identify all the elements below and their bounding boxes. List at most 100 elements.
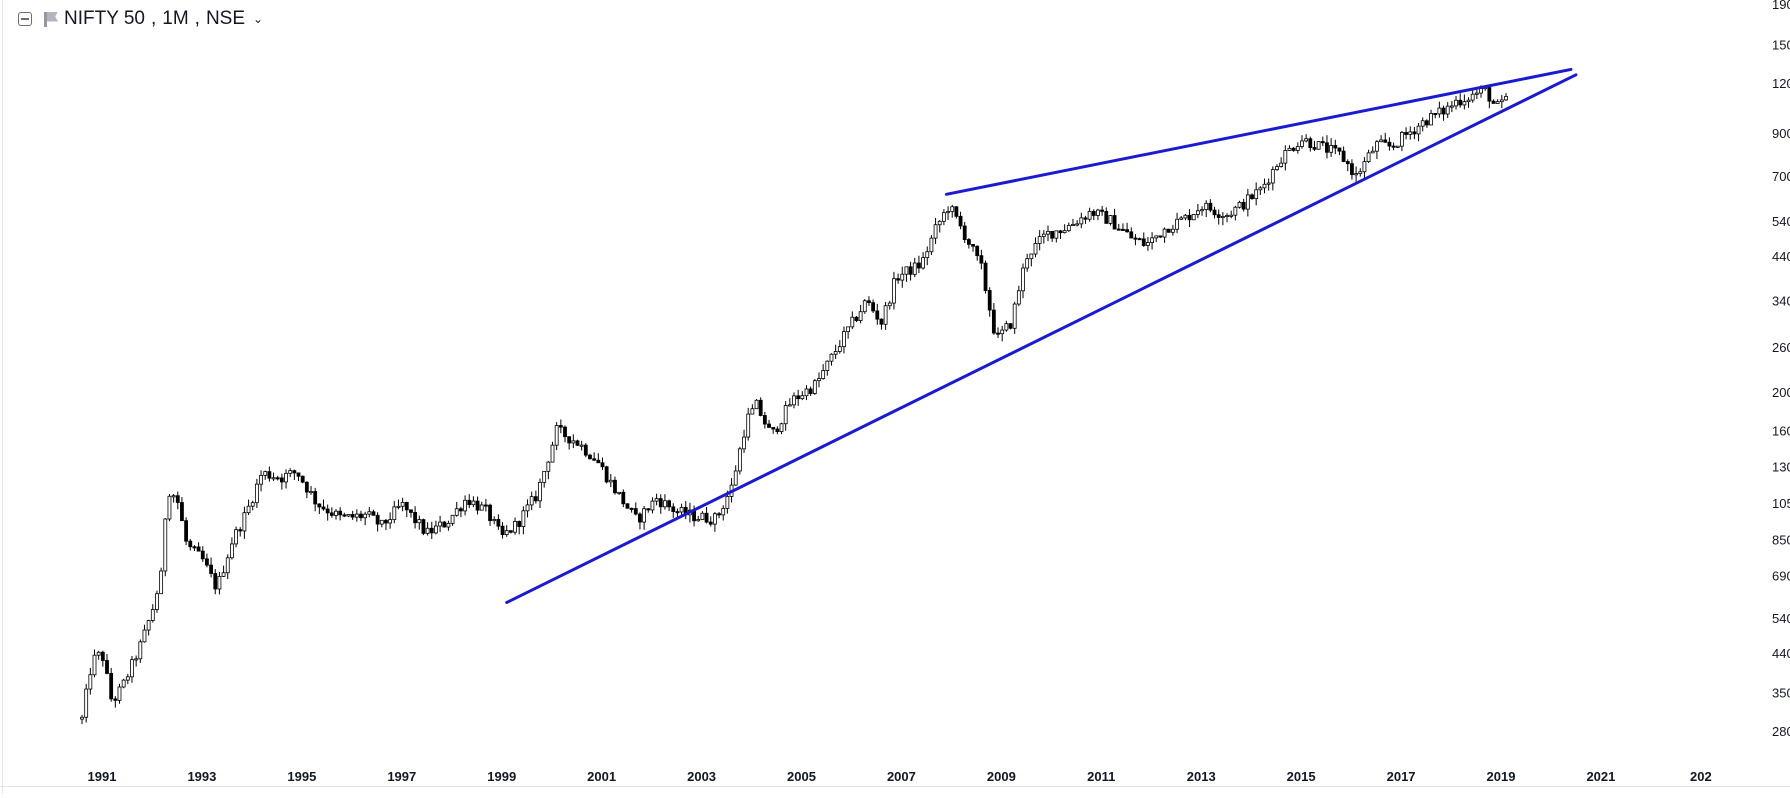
candle-body [329,512,334,516]
candle-body [775,428,780,433]
candle [721,505,726,521]
candle-body [342,514,347,517]
exchange-label[interactable]: NSE [205,8,246,29]
candle-body [1004,323,1009,331]
trendline-lower[interactable] [505,73,1578,605]
candle [1041,230,1046,244]
collapse-icon[interactable] [18,12,32,26]
candle-body [1212,209,1217,216]
candle-body [1462,101,1467,106]
candle-body [1079,217,1084,225]
candle-body [388,519,393,524]
candle [109,667,114,702]
candle-body [742,436,746,450]
time-tick-label: 1991 [88,769,117,784]
candle-body [854,316,859,321]
price-tick-label: 850.00 [1772,533,1790,548]
candle-body [1379,139,1383,143]
candle-body [1021,267,1025,292]
candle [1375,140,1379,159]
candle [1275,164,1279,171]
candle [338,507,343,521]
candle-body [1191,214,1196,221]
candle-body [567,436,572,444]
candle-body [1400,132,1404,147]
candle [787,398,792,407]
candle [575,439,580,446]
candle [250,500,255,511]
time-tick-label: 1993 [187,769,216,784]
candle-body [1225,215,1229,218]
candle [325,504,330,521]
trendline-upper[interactable] [944,67,1573,196]
candle [650,497,655,514]
symbol-name[interactable]: NIFTY 50 [64,8,145,29]
candle [617,491,622,495]
candle-body [142,629,147,643]
candle [1008,323,1013,330]
candle-body [821,370,826,379]
candle [146,619,151,636]
price-tick-label: 280.00 [1772,724,1790,739]
candle [975,245,980,261]
candle [1083,215,1088,224]
candle-body [146,620,151,631]
candle [1062,224,1067,234]
candle [538,478,542,508]
candle [188,538,193,551]
candle [125,673,130,685]
candle-body [966,239,971,245]
candle [271,472,276,481]
candle-body [334,510,338,516]
candle [829,353,834,366]
candle-body [633,508,638,515]
candle [821,364,826,380]
candle [1287,145,1292,151]
candle [329,507,334,518]
candle-body [1245,194,1250,210]
candle [213,569,218,595]
candle [1229,210,1234,219]
candle-body [404,501,409,511]
candle-body [504,530,509,535]
candle-body [159,570,164,595]
time-tick-label: 2019 [1487,769,1516,784]
candle-body [1295,146,1300,151]
candle-body [1158,235,1163,238]
candle [883,301,888,330]
candle [1179,216,1184,220]
time-tick-label: 1999 [487,769,516,784]
candle [558,419,563,434]
candle [363,511,368,526]
candle-body [533,496,538,502]
candle-body [113,698,118,701]
candle [84,683,89,723]
time-tick-label: 1997 [387,769,416,784]
candle [1000,325,1005,342]
chevron-down-icon[interactable]: ⌄ [253,12,264,26]
flag-icon[interactable] [44,11,58,27]
candle [1462,94,1467,110]
candle [912,258,917,278]
candle-body [917,262,921,269]
candle-body [658,498,663,508]
candle-body [1487,87,1492,102]
candle [850,311,855,330]
price-tick-label: 19000.00 [1772,0,1790,12]
candle-body [354,513,359,518]
candle-body [259,474,263,485]
time-tick-label: 2013 [1187,769,1216,784]
interval-label[interactable]: 1M [162,8,189,29]
candle-body [1058,230,1063,234]
candle-body [213,573,218,590]
candle-body [904,266,909,275]
candle [463,495,467,516]
candle-body [275,477,280,480]
candle [521,506,526,535]
candle [954,206,959,219]
candle [1125,222,1130,233]
candle [588,453,592,460]
candle-body [429,527,434,534]
